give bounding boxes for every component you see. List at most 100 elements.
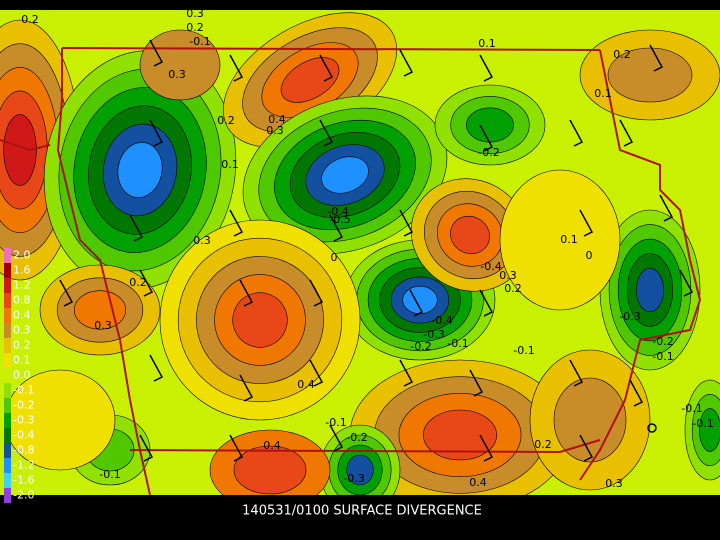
contour-label: 0.1 (478, 37, 496, 50)
colorbar-swatch (4, 278, 11, 293)
contour-label: 0.3 (193, 234, 211, 247)
contour-label: -0.2 (652, 335, 673, 348)
contour-label: -0.2 (410, 340, 431, 353)
overlay (0, 39, 702, 495)
contour-label: -0.2 (346, 431, 367, 444)
wind-barb (399, 49, 414, 77)
colorbar-swatch (4, 293, 11, 308)
wind-barb (579, 209, 594, 237)
contour-label: 0.3 (266, 124, 284, 137)
colorbar-swatch (4, 353, 11, 368)
wind-barb (479, 54, 494, 82)
footer-title: 140531/0100 SURFACE DIVERGENCE (242, 504, 482, 519)
contour-label: -0.1 (681, 402, 702, 415)
colorbar-label: 2.0 (13, 249, 31, 262)
colorbar-label: 0.0 (13, 369, 31, 382)
contour-label: -0.1 (99, 468, 120, 481)
contour-band (423, 409, 497, 461)
contour-label: 0.4 (268, 113, 286, 126)
contour-label: 0.4 (469, 476, 487, 489)
colorbar-label: -0.1 (13, 384, 34, 397)
wind-barb (659, 194, 674, 222)
contour-band (499, 169, 621, 311)
wind-barb (319, 54, 334, 82)
wind-barb (569, 359, 584, 387)
wind-barb (399, 359, 414, 387)
contour-label: -0.1 (325, 416, 346, 429)
wind-barb (579, 434, 594, 462)
colorbar-label: -0.2 (13, 399, 34, 412)
contour-label: 0.3 (168, 68, 186, 81)
wind-barb (229, 434, 244, 462)
contour-label: 0.2 (21, 13, 39, 26)
border (61, 47, 601, 51)
colorbar-swatch (4, 263, 11, 278)
wind-barb (619, 119, 634, 147)
colorbar-swatch (4, 488, 11, 503)
contour-band (117, 142, 163, 198)
colorbar-swatch (4, 383, 11, 398)
wind-barb (329, 214, 344, 242)
station-marker (647, 423, 657, 433)
wind-barb (229, 54, 244, 82)
wind-barb (149, 354, 164, 382)
contour-label: 0.4 (297, 378, 315, 391)
border (56, 48, 151, 495)
contour-label: -0.5 (329, 213, 350, 226)
contour-band (280, 57, 340, 103)
contour-label: -0.4 (327, 205, 348, 218)
wind-barb (479, 289, 494, 317)
contour-band (3, 114, 37, 186)
contour-band (232, 292, 288, 348)
colorbar-swatch (4, 323, 11, 338)
contour-label: 0.2 (504, 282, 522, 295)
wind-barb (239, 279, 254, 307)
colorbar-swatch (4, 413, 11, 428)
colorbar-label: -2.0 (13, 489, 34, 502)
contour-label: 0.2 (186, 21, 204, 34)
colorbar-label: -1.6 (13, 474, 34, 487)
contour-label: 0.4 (263, 439, 281, 452)
border (0, 139, 51, 152)
wind-barb (479, 124, 494, 152)
colorbar-swatch (4, 428, 11, 443)
colorbar-swatch (4, 458, 11, 473)
wind-barb (139, 269, 154, 297)
contour-band (466, 107, 514, 143)
colorbar-label: 0.8 (13, 294, 31, 307)
wind-barb (479, 434, 494, 462)
contour-label: 0.3 (186, 7, 204, 20)
contour-label: -0.1 (692, 417, 713, 430)
colorbar-swatch (4, 308, 11, 323)
wind-barb (229, 209, 244, 237)
colorbar-swatch (4, 338, 11, 353)
colorbar: 2.0 1.6 1.2 0.8 0.4 0.3 0.2 0.1 0.0 -0.1 -0.2 -0.3 -… (4, 248, 34, 503)
colorbar-swatch (4, 473, 11, 488)
contour-label: 0.3 (499, 269, 517, 282)
contour-band (450, 215, 490, 255)
colorbar-label: -0.3 (13, 414, 34, 427)
contour-band (698, 408, 720, 452)
border (129, 439, 601, 454)
contour-band (346, 454, 374, 486)
colorbar-swatch (4, 248, 11, 263)
colorbar-label: 1.6 (13, 264, 31, 277)
wind-barb (309, 279, 324, 307)
wind-barb (399, 209, 414, 237)
colorbar-label: 0.2 (13, 339, 31, 352)
contour-label: -0.1 (447, 337, 468, 350)
colorbar-swatch (4, 443, 11, 458)
wind-barb (679, 269, 694, 297)
contour-label: 0.2 (534, 438, 552, 451)
border (579, 49, 702, 481)
colorbar-label: 0.1 (13, 354, 31, 367)
contour-label: 0.1 (221, 158, 239, 171)
contour-label: 0.1 (560, 233, 578, 246)
wind-barb (629, 379, 644, 407)
contour-label: -0.1 (652, 350, 673, 363)
contour-label: -0.4 (480, 260, 501, 273)
colorbar-label: 1.2 (13, 279, 31, 292)
contour-label: 0.2 (129, 276, 147, 289)
